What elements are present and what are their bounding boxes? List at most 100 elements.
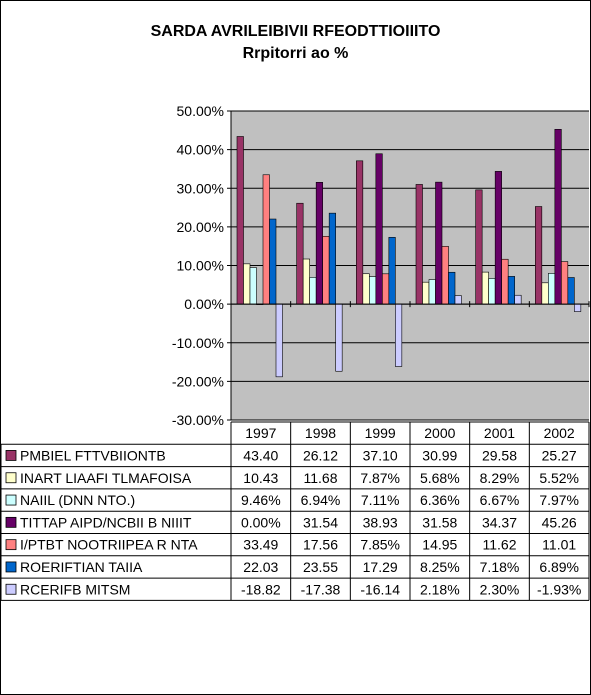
data-label: 17.56 (303, 537, 338, 553)
data-label: 22.03 (243, 559, 278, 575)
data-label: 7.11% (361, 492, 400, 508)
legend-label: PMBIEL FTTVBIIONTB (20, 447, 166, 463)
legend-swatch (5, 494, 17, 506)
legend-label: INART LIAAFI TLMAFOISA (20, 470, 192, 486)
data-label: -1.93% (537, 581, 581, 597)
y-tick-label: 10.00% (177, 258, 224, 274)
bar (488, 278, 496, 305)
legend-label: NAIIL (DNN NTO.) (20, 492, 135, 508)
data-label: 8.29% (480, 470, 520, 486)
data-label: 6.36% (420, 492, 460, 508)
bar (315, 182, 323, 305)
x-tick-label: 1998 (305, 425, 336, 441)
data-label: 7.97% (539, 492, 579, 508)
bar (262, 174, 270, 305)
bar (362, 273, 370, 305)
x-tick-label: 2000 (424, 425, 455, 441)
data-label: 45.26 (542, 514, 577, 530)
data-label: 7.87% (360, 470, 400, 486)
bar (415, 184, 423, 305)
data-label: 2.30% (480, 581, 520, 597)
data-label: 7.18% (480, 559, 520, 575)
data-label: 0.00% (241, 514, 281, 530)
bar (302, 258, 310, 305)
legend-label: ROERIFTIAN TAIIA (20, 559, 143, 575)
legend-label: I/PTBT NOOTRIIPEA R NTA (20, 537, 198, 553)
y-tick-label: 30.00% (177, 180, 224, 196)
bar (236, 136, 244, 305)
x-tick-label: 2001 (484, 425, 515, 441)
data-label: 25.27 (542, 447, 577, 463)
bar (296, 202, 304, 305)
data-label: 14.95 (422, 537, 457, 553)
legend-swatch (5, 450, 17, 461)
data-label: 8.25% (420, 559, 460, 575)
bar (501, 258, 509, 305)
bar (567, 277, 575, 305)
y-tick-label: 0.00% (184, 296, 224, 312)
data-label: 34.37 (482, 514, 517, 530)
bar (435, 181, 443, 305)
bar (275, 303, 283, 378)
chart-title: SARDA AVRILEIBIVII RFEODTTIOIIITO (150, 23, 441, 40)
bar (335, 303, 343, 372)
y-tick-label: 40.00% (177, 142, 224, 158)
data-label: 9.46% (241, 492, 281, 508)
data-label: 11.01 (542, 537, 576, 553)
data-label: 26.12 (303, 447, 338, 463)
bar (395, 303, 403, 367)
bar (388, 237, 396, 305)
data-label: 6.67% (480, 492, 520, 508)
legend-swatch (5, 583, 17, 595)
data-label: 37.10 (363, 447, 398, 463)
bar (428, 279, 436, 305)
data-label: 6.89% (539, 559, 579, 575)
bar (322, 235, 330, 305)
bar (541, 282, 549, 305)
x-tick-label: 1999 (365, 425, 396, 441)
legend-swatch (5, 539, 17, 551)
bar (382, 273, 390, 305)
data-label: 29.58 (482, 447, 517, 463)
bar (243, 263, 251, 305)
y-tick-label: 50.00% (177, 103, 224, 119)
bar (369, 276, 377, 305)
y-tick-label: -30.00% (172, 412, 224, 428)
bar (574, 303, 582, 312)
data-label: 5.68% (420, 470, 460, 486)
data-label: 17.29 (363, 559, 398, 575)
bar (422, 281, 430, 305)
legend-swatch (5, 561, 17, 573)
bar (249, 267, 257, 305)
bar (269, 218, 277, 305)
bar (375, 153, 383, 305)
y-tick-label: 20.00% (177, 219, 224, 235)
y-tick-label: -10.00% (172, 335, 224, 351)
data-label: 31.54 (303, 514, 338, 530)
data-label: 31.58 (422, 514, 457, 530)
y-tick-label: -20.00% (172, 373, 224, 389)
chart-subtitle: Rrpitorri ao % (242, 45, 349, 62)
bar (548, 273, 556, 305)
bar (441, 246, 449, 305)
data-label: 33.49 (243, 537, 278, 553)
bar (328, 212, 336, 305)
legend-swatch (5, 516, 17, 528)
legend-label: RCERIFB MITSM (20, 581, 130, 597)
bar (356, 160, 364, 305)
bar (554, 129, 562, 305)
data-label: 11.62 (483, 537, 517, 553)
data-label: 5.52% (539, 470, 579, 486)
data-label: 11.68 (304, 470, 338, 486)
data-label: 38.93 (363, 514, 398, 530)
bar (514, 294, 522, 305)
bar (494, 171, 502, 305)
data-label: 43.40 (243, 447, 278, 463)
data-label: 6.94% (301, 492, 341, 508)
data-label: 10.43 (243, 470, 278, 486)
data-label: 23.55 (303, 559, 338, 575)
bar (454, 295, 462, 305)
bar (309, 277, 317, 305)
x-tick-label: 2002 (544, 425, 575, 441)
x-tick-label: 1997 (245, 425, 276, 441)
